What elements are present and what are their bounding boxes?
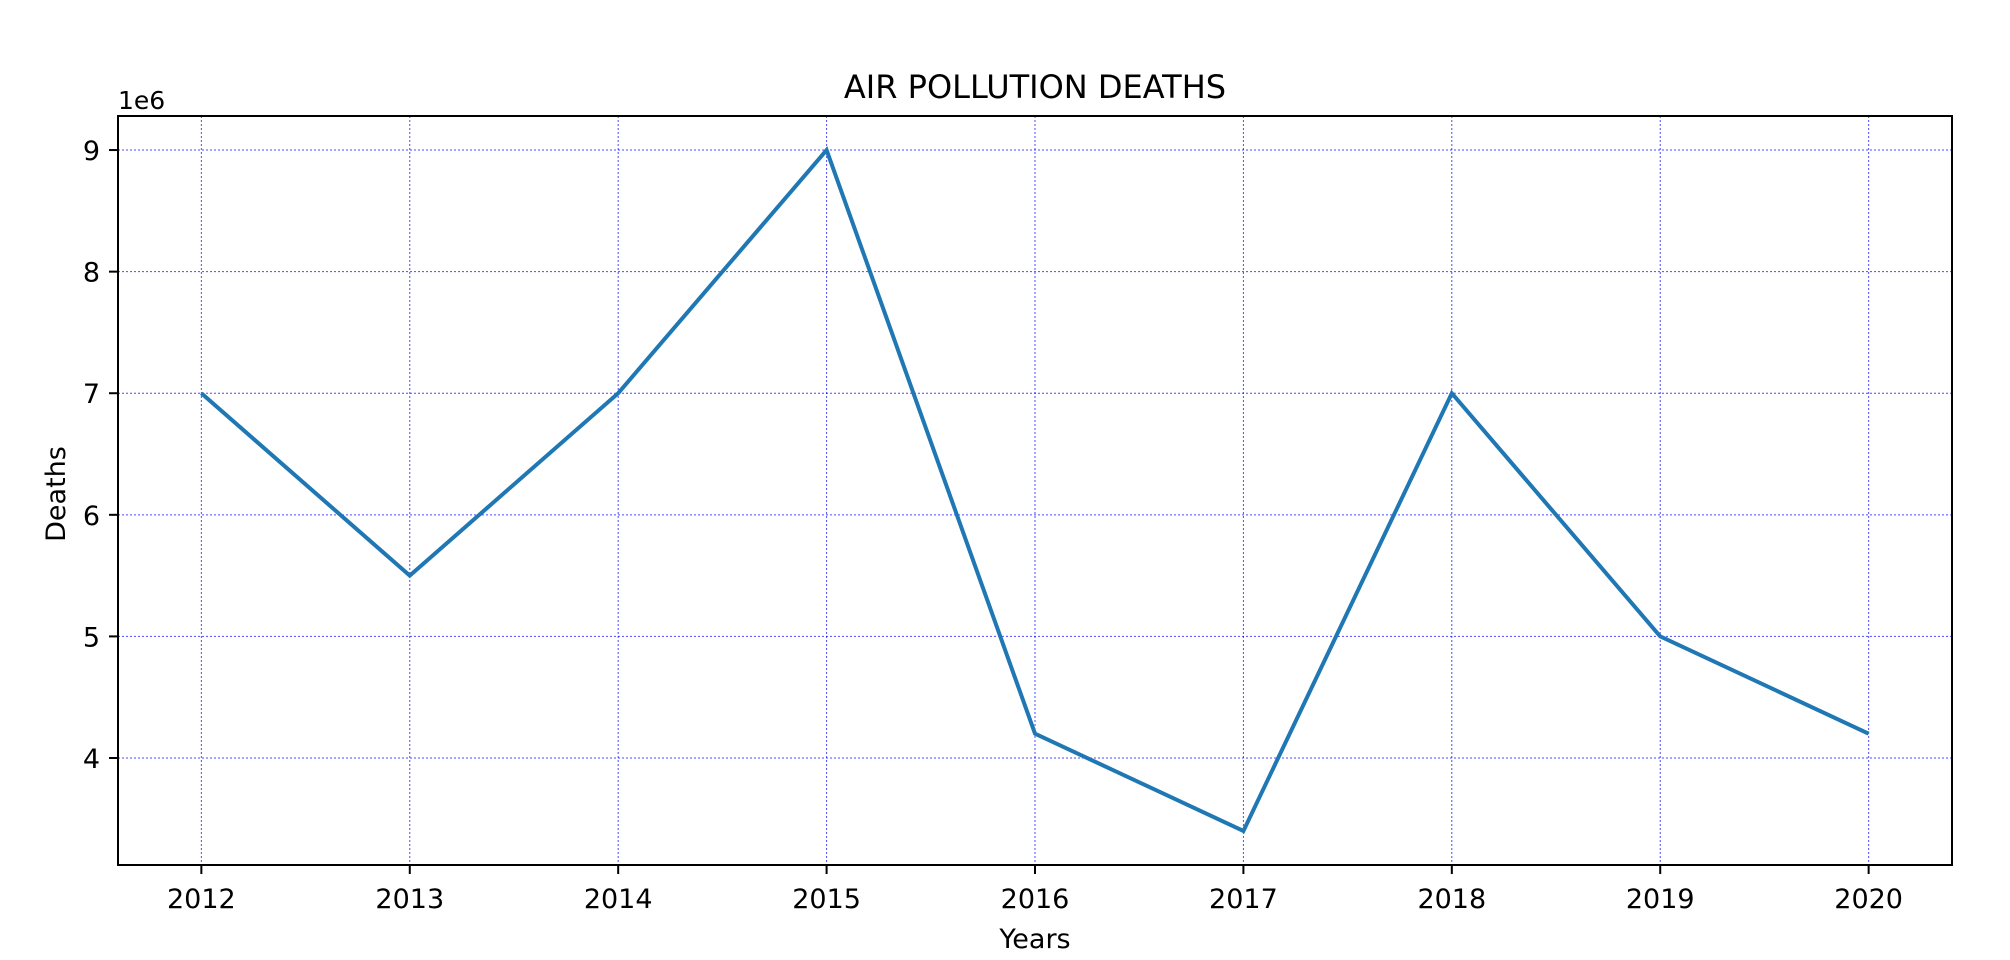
series-line: [200, 146, 1870, 834]
x-axis-ticks: 2012 2013 2014 2015 2016 2017 2018 2019 2020: [167, 865, 1903, 915]
series-layer: [200, 146, 1870, 834]
y-tick-label: 4: [83, 744, 100, 775]
y-tick-label: 7: [83, 379, 100, 410]
x-tick-label: 2020: [1834, 884, 1903, 915]
x-tick-label: 2015: [792, 884, 861, 915]
x-tick-label: 2017: [1209, 884, 1278, 915]
y-tick-label: 9: [83, 136, 100, 167]
x-tick-label: 2019: [1626, 884, 1695, 915]
y-axis-label: Deaths: [41, 446, 72, 542]
grid-layer: [118, 116, 1952, 865]
y-axis-ticks: 4 5 6 7 8 9: [83, 136, 118, 775]
x-tick-label: 2018: [1417, 884, 1486, 915]
y-tick-label: 8: [83, 258, 100, 289]
x-tick-label: 2016: [1001, 884, 1070, 915]
y-axis-offset-label: 1e6: [118, 86, 165, 115]
y-tick-label: 5: [83, 622, 100, 653]
x-tick-label: 2014: [584, 884, 653, 915]
x-tick-label: 2013: [375, 884, 444, 915]
y-tick-label: 6: [83, 501, 100, 532]
chart-title: AIR POLLUTION DEATHS: [844, 68, 1226, 106]
x-tick-label: 2012: [167, 884, 236, 915]
x-axis-label: Years: [998, 924, 1070, 955]
